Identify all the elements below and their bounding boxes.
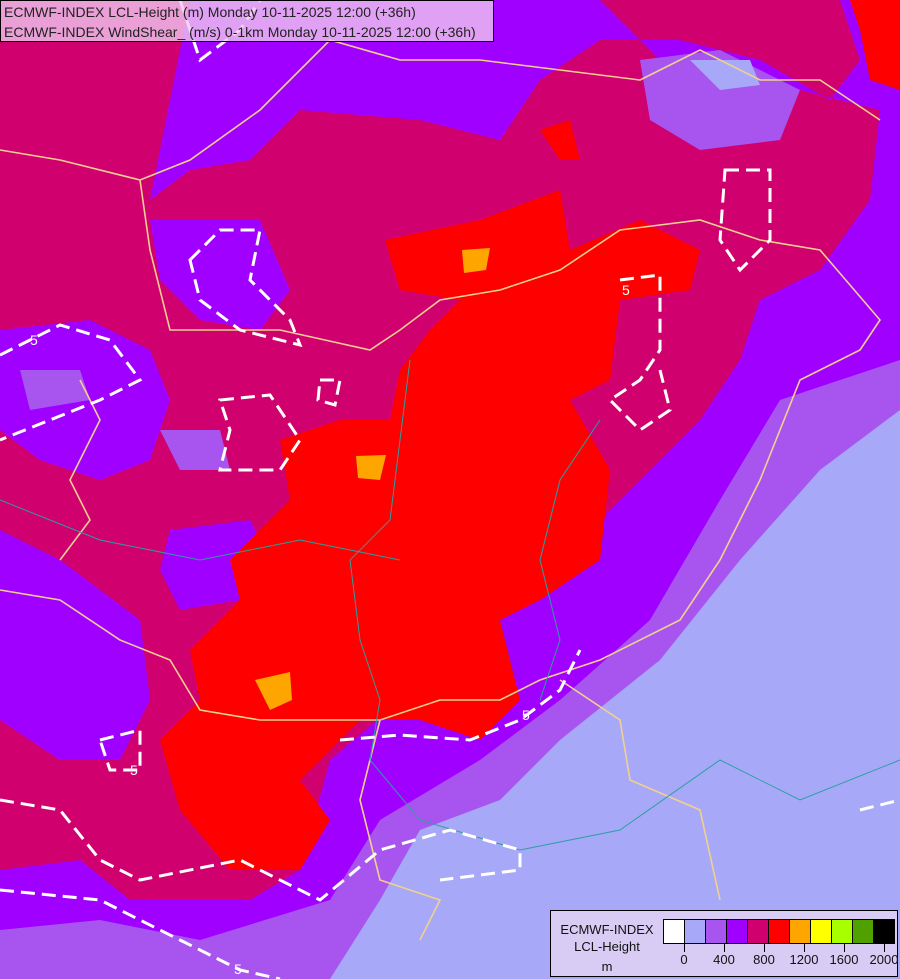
title-line-lcl: ECMWF-INDEX LCL-Height (m) Monday 10-11-…: [4, 4, 416, 20]
lcl-field-800-1000: [160, 0, 900, 870]
legend-title-line1: ECMWF-INDEX: [560, 922, 654, 937]
legend-tick: [804, 943, 805, 952]
legend-tick: [844, 943, 845, 952]
legend-swatch: [664, 920, 685, 943]
legend-tick-label: 400: [713, 952, 735, 967]
lcl-field-1000-1200: [255, 248, 490, 710]
legend-tick-label: 1200: [789, 952, 819, 967]
legend-swatches: [663, 919, 895, 944]
legend-tick-label: 0: [680, 952, 688, 967]
legend-swatch: [853, 920, 874, 943]
title-line-windshear: ECMWF-INDEX WindShear_ (m/s) 0-1km Monda…: [4, 24, 476, 40]
color-legend: ECMWF-INDEX LCL-Height m 0 400 800 1200 1600…: [550, 910, 898, 977]
legend-tick: [884, 943, 885, 952]
legend-swatch: [832, 920, 853, 943]
rivers: [0, 359, 900, 851]
contour-label: 5: [234, 961, 242, 977]
legend-swatch: [790, 920, 811, 943]
map-title: ECMWF-INDEX LCL-Height (m) Monday 10-11-…: [0, 0, 494, 42]
contour-label: 5: [30, 332, 38, 348]
legend-tick: [724, 943, 725, 952]
legend-swatch: [748, 920, 769, 943]
legend-unit: m: [601, 959, 613, 974]
legend-tick: [684, 943, 685, 952]
legend-swatch: [727, 920, 748, 943]
legend-title: ECMWF-INDEX LCL-Height m: [553, 921, 661, 975]
legend-title-line2: LCL-Height: [574, 939, 640, 954]
legend-tick: [764, 943, 765, 952]
legend-swatch: [874, 920, 894, 943]
legend-swatch: [685, 920, 706, 943]
contour-label: 5: [622, 282, 630, 298]
contour-label: 5: [130, 762, 138, 778]
legend-tick-label: 2000: [869, 952, 899, 967]
legend-tick-label: 1600: [829, 952, 859, 967]
contour-label: 5: [522, 707, 530, 723]
country-borders: [0, 39, 882, 941]
legend-swatch: [706, 920, 727, 943]
legend-swatch: [811, 920, 832, 943]
legend-swatch: [769, 920, 790, 943]
legend-tick-label: 800: [753, 952, 775, 967]
